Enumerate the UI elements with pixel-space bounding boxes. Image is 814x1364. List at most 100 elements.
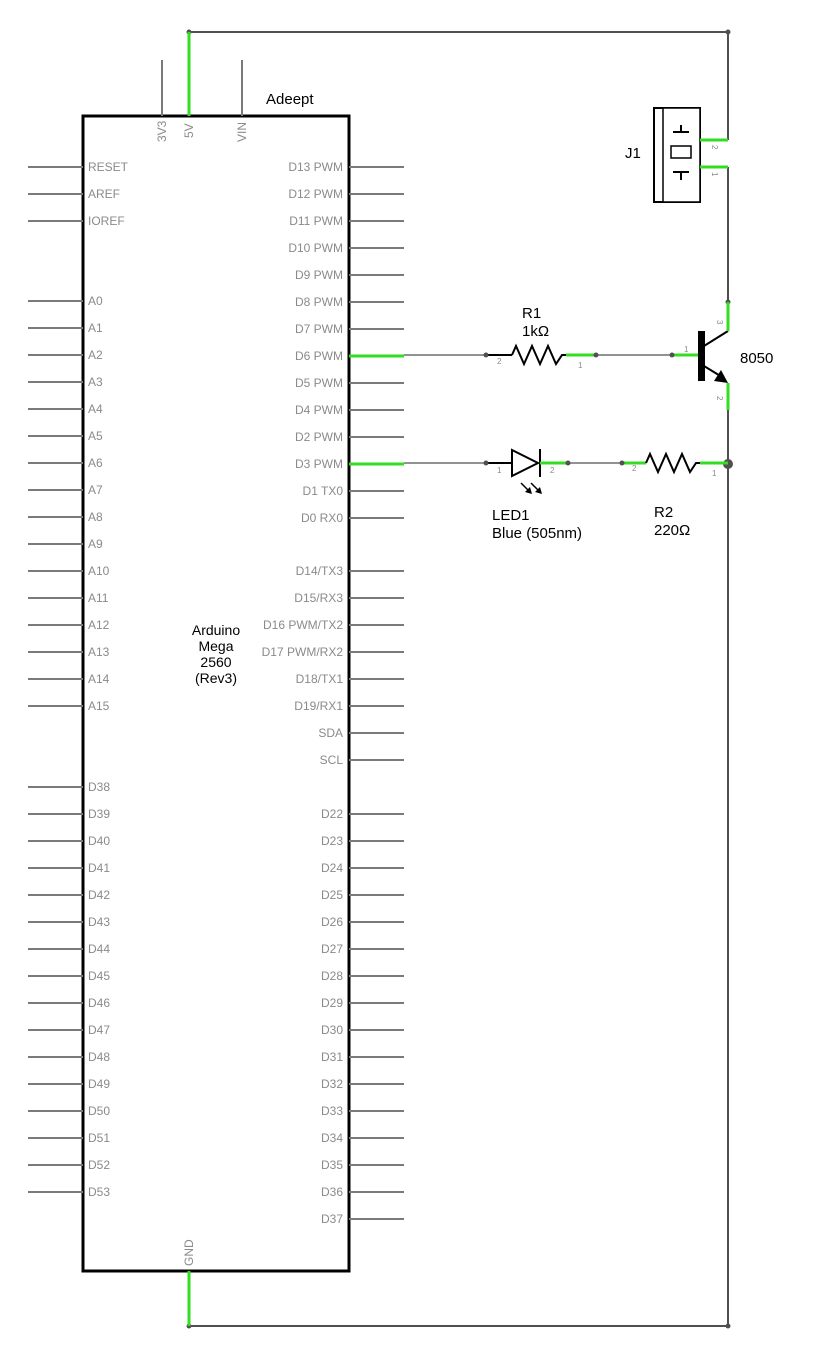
pin-d12-pwm: D12 PWM bbox=[288, 187, 404, 201]
r2-pin-dot bbox=[619, 460, 625, 466]
pin-d14-tx3: D14/TX3 bbox=[296, 564, 404, 578]
pin-label: D36 bbox=[321, 1185, 343, 1199]
pin-label: D13 PWM bbox=[288, 160, 343, 174]
pin-d17-pwm-rx2: D17 PWM/RX2 bbox=[262, 645, 404, 659]
pin-label: D37 bbox=[321, 1212, 343, 1226]
pin-d15-rx3: D15/RX3 bbox=[294, 591, 404, 605]
pin-a12: A12 bbox=[28, 618, 110, 632]
pin-label: A1 bbox=[88, 321, 103, 335]
led1-light-arrows-icon bbox=[520, 482, 542, 494]
pin-label: D42 bbox=[88, 888, 110, 902]
pin-a9: A9 bbox=[28, 537, 103, 551]
pin-d37: D37 bbox=[321, 1212, 404, 1226]
pin-label: A3 bbox=[88, 375, 103, 389]
pin-label: D49 bbox=[88, 1077, 110, 1091]
pin-label: D15/RX3 bbox=[294, 591, 343, 605]
pin-d33: D33 bbox=[321, 1104, 404, 1118]
pin-label: D24 bbox=[321, 861, 343, 875]
pin-a3: A3 bbox=[28, 375, 103, 389]
r2-pin-a: 2 bbox=[632, 464, 637, 473]
right-pin-header: D13 PWM D12 PWM D11 PWM D10 PWM D9 PWM D8 PWM… bbox=[262, 160, 404, 1226]
pin-label: AREF bbox=[88, 187, 120, 201]
pin-d26: D26 bbox=[321, 915, 404, 929]
pin-d3-pwm: D3 PWM bbox=[295, 457, 404, 471]
pin-label: D34 bbox=[321, 1131, 343, 1145]
pin-label: D9 PWM bbox=[295, 268, 343, 282]
pin-a8: A8 bbox=[28, 510, 103, 524]
r1-ref: R1 bbox=[522, 305, 541, 322]
led1-pin-a: 1 bbox=[497, 466, 502, 475]
pin-d28: D28 bbox=[321, 969, 404, 983]
j1-pin-bottom: 1 bbox=[710, 172, 719, 177]
pin-reset: RESET bbox=[28, 160, 129, 174]
pin-d4-pwm: D4 PWM bbox=[295, 403, 404, 417]
pin-vin-label: VIN bbox=[235, 122, 249, 142]
led1-ref: LED1 bbox=[492, 507, 530, 524]
pin-d5-pwm: D5 PWM bbox=[295, 376, 404, 390]
pin-a1: A1 bbox=[28, 321, 103, 335]
pin-label: D0 RX0 bbox=[301, 511, 343, 525]
r1-value: 1kΩ bbox=[522, 323, 549, 340]
pin-d2-pwm: D2 PWM bbox=[295, 430, 404, 444]
pin-scl: SCL bbox=[320, 753, 404, 767]
pin-d51: D51 bbox=[28, 1131, 110, 1145]
pin-label: D26 bbox=[321, 915, 343, 929]
pin-d6-pwm: D6 PWM bbox=[295, 349, 404, 363]
r2-body bbox=[645, 451, 700, 475]
board-name-line3: 2560 bbox=[200, 654, 231, 670]
pin-a13: A13 bbox=[28, 645, 110, 659]
pin-label: A10 bbox=[88, 564, 110, 578]
pin-label: A8 bbox=[88, 510, 103, 524]
pin-a2: A2 bbox=[28, 348, 103, 362]
q1-pin-base: 1 bbox=[684, 345, 689, 354]
left-pin-header: RESET AREF IOREF A0 A1 A2 A3 A4 A5 A6 A7 A8 A9 A10 A11… bbox=[28, 160, 129, 1199]
pin-label: D40 bbox=[88, 834, 110, 848]
buzzer-j1: 2 1 J1 bbox=[625, 107, 728, 203]
pin-label: A15 bbox=[88, 699, 110, 713]
pin-label: D47 bbox=[88, 1023, 110, 1037]
pin-d27: D27 bbox=[321, 942, 404, 956]
pin-a15: A15 bbox=[28, 699, 110, 713]
pin-d31: D31 bbox=[321, 1050, 404, 1064]
pin-d43: D43 bbox=[28, 915, 110, 929]
board-name-line2: Mega bbox=[198, 638, 233, 654]
pin-d39: D39 bbox=[28, 807, 110, 821]
pin-d35: D35 bbox=[321, 1158, 404, 1172]
pin-label: A5 bbox=[88, 429, 103, 443]
pin-d49: D49 bbox=[28, 1077, 110, 1091]
pin-label: D7 PWM bbox=[295, 322, 343, 336]
pin-d23: D23 bbox=[321, 834, 404, 848]
pin-d0-rx0: D0 RX0 bbox=[301, 511, 404, 525]
pin-label: A13 bbox=[88, 645, 110, 659]
pin-label: D50 bbox=[88, 1104, 110, 1118]
pin-label: A2 bbox=[88, 348, 103, 362]
pin-label: D31 bbox=[321, 1050, 343, 1064]
pin-d9-pwm: D9 PWM bbox=[295, 268, 404, 282]
resistor-r2: 2 1 R2 220Ω bbox=[619, 451, 728, 539]
pin-a10: A10 bbox=[28, 564, 110, 578]
pin-a0: A0 bbox=[28, 294, 103, 308]
pin-d42: D42 bbox=[28, 888, 110, 902]
q1-pin-collector: 3 bbox=[715, 320, 724, 325]
arduino-board: Adeept 3V3 5V VIN GND Arduino Mega 2560 … bbox=[28, 32, 404, 1326]
board-brand: Adeept bbox=[266, 91, 314, 108]
pin-label: A9 bbox=[88, 537, 103, 551]
pin-label: A14 bbox=[88, 672, 110, 686]
r1-body bbox=[511, 343, 566, 367]
transistor-q1: 1 3 2 8050 bbox=[669, 302, 773, 410]
pin-label: D2 PWM bbox=[295, 430, 343, 444]
q1-emitter-arrow bbox=[714, 370, 728, 383]
pin-a4: A4 bbox=[28, 402, 103, 416]
pin-ioref: IOREF bbox=[28, 214, 125, 228]
led1-pin-dot bbox=[565, 460, 571, 466]
pin-label: D4 PWM bbox=[295, 403, 343, 417]
r2-ref: R2 bbox=[654, 504, 673, 521]
pin-label: D1 TX0 bbox=[303, 484, 344, 498]
board-outline bbox=[81, 114, 351, 1273]
bend-dot bbox=[725, 29, 731, 35]
pin-d8-pwm: D8 PWM bbox=[295, 295, 404, 309]
pin-label: D29 bbox=[321, 996, 343, 1010]
led1-pin-dot bbox=[483, 460, 489, 466]
pin-label: SCL bbox=[320, 753, 344, 767]
pin-gnd-label: GND bbox=[182, 1239, 196, 1266]
